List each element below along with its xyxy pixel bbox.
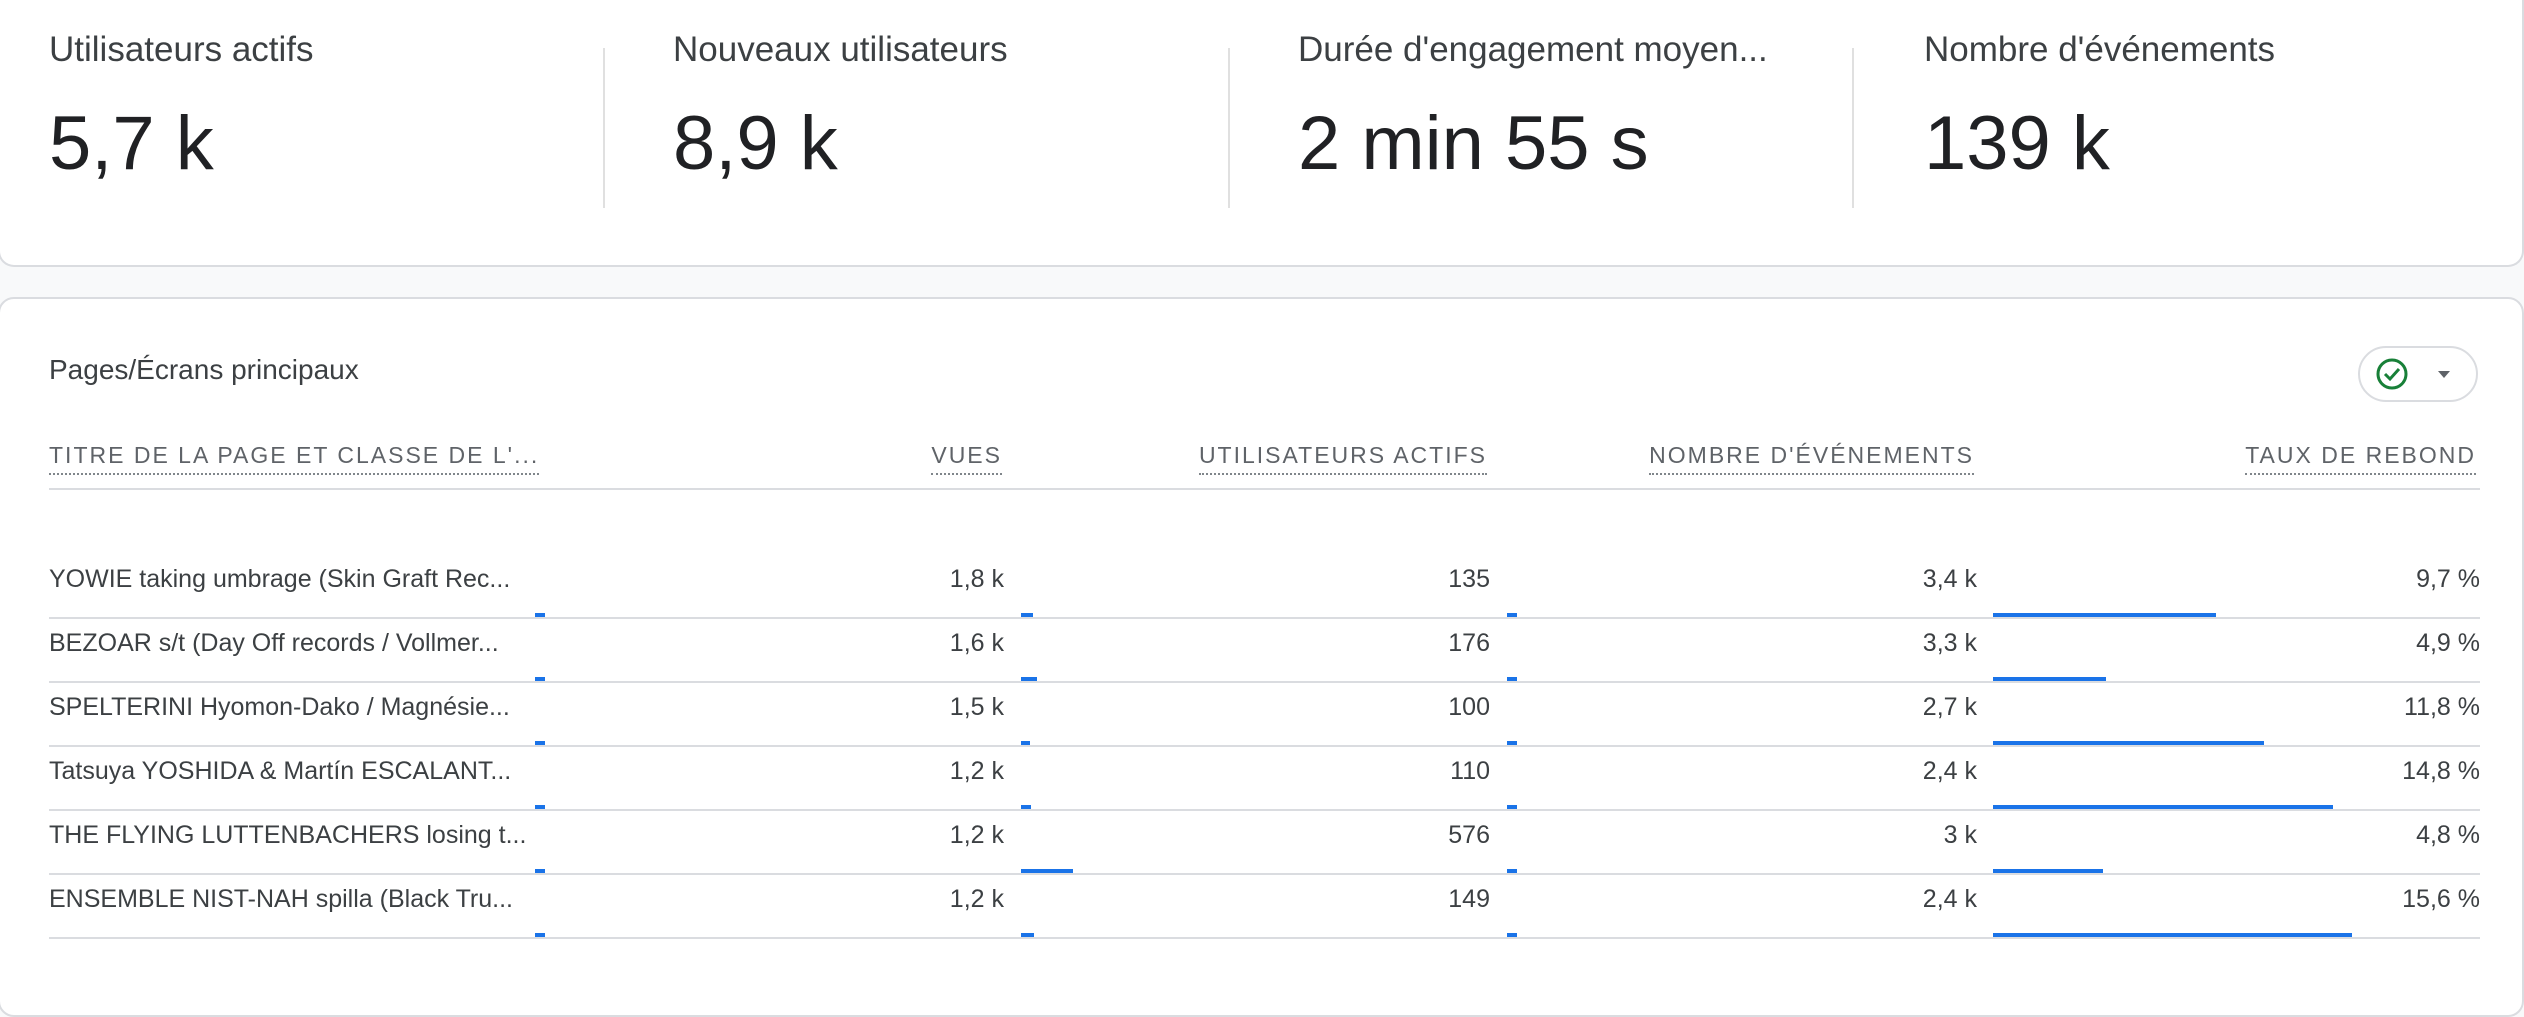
divider (603, 48, 605, 208)
views-bar (535, 869, 545, 875)
events-cell: 3,3 k (1922, 629, 1977, 657)
row-divider (49, 873, 2480, 875)
bounce-cell: 4,8 % (2416, 821, 2480, 849)
events-bar (1507, 677, 1517, 683)
row-divider (49, 937, 2480, 939)
users-cell: 100 (1448, 693, 1490, 721)
table-row[interactable]: BEZOAR s/t (Day Off records / Vollmer...… (49, 619, 2480, 683)
events-bar (1507, 933, 1517, 939)
views-bar (535, 933, 545, 939)
page-title-cell[interactable]: ENSEMBLE NIST-NAH spilla (Black Tru... (49, 885, 514, 913)
views-bar (535, 805, 545, 811)
column-header-page-title[interactable]: TITRE DE LA PAGE ET CLASSE DE L'... (49, 442, 540, 475)
bounce-bar (1993, 869, 2104, 875)
views-cell: 1,2 k (949, 885, 1004, 913)
users-cell: 149 (1448, 885, 1490, 913)
users-bar (1021, 805, 1031, 811)
top-pages-card: Pages/Écrans principaux TITRE DE LA PAGE… (0, 297, 2524, 1017)
users-bar (1021, 613, 1034, 619)
users-bar (1021, 741, 1030, 747)
bounce-bar (1993, 677, 2106, 683)
bounce-bar (1993, 933, 2352, 939)
page-title-cell[interactable]: YOWIE taking umbrage (Skin Graft Rec... (49, 565, 511, 593)
card-title: Pages/Écrans principaux (49, 354, 359, 385)
views-bar (535, 677, 545, 683)
bounce-bar (1993, 741, 2265, 747)
users-cell: 135 (1448, 565, 1490, 593)
views-cell: 1,2 k (949, 821, 1004, 849)
kpi-value: 2 min 55 s (1298, 101, 1649, 186)
caret-down-icon (2438, 371, 2450, 378)
column-header-views[interactable]: VUES (931, 442, 1002, 475)
users-bar (1021, 869, 1073, 875)
column-header-bounce-rate[interactable]: TAUX DE REBOND (2245, 442, 2476, 475)
kpi-label: Nouveaux utilisateurs (673, 30, 1008, 69)
views-bar (535, 613, 545, 619)
users-cell: 110 (1450, 757, 1490, 785)
bounce-cell: 9,7 % (2416, 565, 2480, 593)
comparison-filter-button[interactable] (2358, 346, 2478, 402)
bounce-bar (1993, 613, 2217, 619)
table-row[interactable]: SPELTERINI Hyomon-Dako / Magnésie... 1,5 … (49, 683, 2480, 747)
kpi-label: Nombre d'événements (1924, 30, 2276, 69)
views-bar (535, 741, 545, 747)
events-bar (1507, 613, 1517, 619)
events-cell: 2,4 k (1922, 885, 1977, 913)
page-title-cell[interactable]: BEZOAR s/t (Day Off records / Vollmer... (49, 629, 499, 657)
bounce-cell: 15,6 % (2402, 885, 2480, 913)
users-cell: 176 (1448, 629, 1490, 657)
table-row[interactable]: YOWIE taking umbrage (Skin Graft Rec... 1… (49, 555, 2480, 619)
row-divider (49, 809, 2480, 811)
bounce-cell: 14,8 % (2402, 757, 2480, 785)
kpi-value: 139 k (1924, 101, 2110, 186)
events-bar (1507, 741, 1517, 747)
kpi-label: Utilisateurs actifs (49, 30, 314, 69)
table-row[interactable]: Tatsuya YOSHIDA & Martín ESCALANT... 1,2 … (49, 747, 2480, 811)
row-divider (49, 617, 2480, 619)
bounce-cell: 4,9 % (2416, 629, 2480, 657)
kpi-value: 5,7 k (49, 101, 214, 186)
column-header-event-count[interactable]: NOMBRE D'ÉVÉNEMENTS (1649, 442, 1974, 475)
table-row[interactable]: THE FLYING LUTTENBACHERS losing t... 1,2 … (49, 811, 2480, 875)
divider (1228, 48, 1230, 208)
users-bar (1021, 933, 1035, 939)
events-cell: 3 k (1943, 821, 1977, 849)
header-divider (49, 488, 2480, 490)
table-row[interactable]: ENSEMBLE NIST-NAH spilla (Black Tru... 1,… (49, 875, 2480, 939)
page-title-cell[interactable]: SPELTERINI Hyomon-Dako / Magnésie... (49, 693, 510, 721)
page-title-cell[interactable]: Tatsuya YOSHIDA & Martín ESCALANT... (49, 757, 512, 785)
column-header-active-users[interactable]: UTILISATEURS ACTIFS (1198, 442, 1487, 475)
kpi-label: Durée d'engagement moyen... (1298, 30, 1768, 69)
views-cell: 1,5 k (949, 693, 1004, 721)
kpi-card: Utilisateurs actifs 5,7 k Nouveaux utili… (0, 0, 2524, 267)
row-divider (49, 745, 2480, 747)
events-cell: 2,7 k (1922, 693, 1977, 721)
divider (1852, 48, 1854, 208)
events-cell: 2,4 k (1922, 757, 1977, 785)
bounce-cell: 11,8 % (2404, 693, 2480, 721)
views-cell: 1,6 k (949, 629, 1004, 657)
users-cell: 576 (1448, 821, 1490, 849)
events-bar (1507, 869, 1517, 875)
events-cell: 3,4 k (1922, 565, 1977, 593)
users-bar (1021, 677, 1037, 683)
kpi-value: 8,9 k (673, 101, 838, 186)
page-title-cell[interactable]: THE FLYING LUTTENBACHERS losing t... (49, 821, 527, 849)
row-divider (49, 681, 2480, 683)
bounce-bar (1993, 805, 2334, 811)
check-circle-icon (2376, 358, 2450, 390)
views-cell: 1,2 k (949, 757, 1004, 785)
views-cell: 1,8 k (949, 565, 1004, 593)
events-bar (1507, 805, 1517, 811)
